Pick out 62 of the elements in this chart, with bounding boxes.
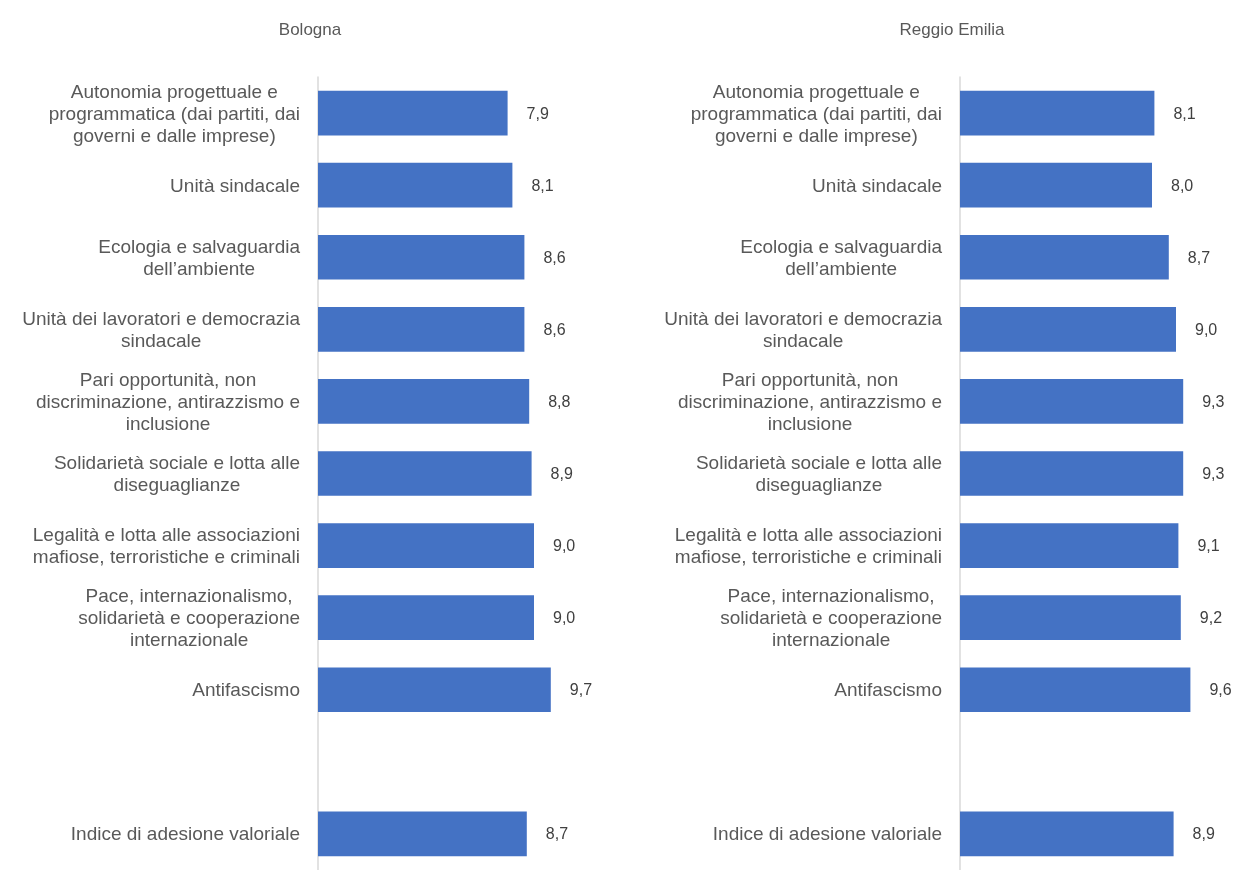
bar xyxy=(960,162,1152,208)
bar xyxy=(960,234,1169,280)
data-label: 9,2 xyxy=(1199,609,1223,627)
data-label: 9,3 xyxy=(1202,465,1225,482)
data-label: 9,0 xyxy=(553,537,576,555)
y-tick-label: Pari opportunità, non discriminazione, antirazzismo e inclusione xyxy=(678,368,943,434)
y-tick-label: Ecologia e salvaguardia dell’ambiente xyxy=(98,235,301,279)
y-tick-label: Indice di adesione valoriale xyxy=(712,823,943,845)
y-tick-label: Legalità e lotta alle associazioni mafiose, terroristiche e criminali xyxy=(674,524,942,568)
bar xyxy=(960,379,1184,424)
data-label: 7,9 xyxy=(526,104,549,122)
y-tick-label: Unità sindacale xyxy=(170,174,301,196)
bar xyxy=(318,667,551,713)
y-tick-label: Unità dei lavoratori e democrazia sindacale xyxy=(664,307,943,351)
y-tick-label: Indice di adesione valoriale xyxy=(70,823,301,845)
data-label: 8,8 xyxy=(548,392,571,410)
bar xyxy=(318,162,513,208)
y-tick-label: Unità dei lavoratori e democrazia sindacale xyxy=(22,307,301,351)
data-label: 9,3 xyxy=(1202,392,1225,410)
bar xyxy=(318,234,525,280)
y-tick-label: Antifascismo xyxy=(192,679,300,701)
bar xyxy=(318,90,508,136)
bar xyxy=(318,451,532,496)
data-label: 8,6 xyxy=(543,248,566,266)
bar xyxy=(318,595,534,641)
bar xyxy=(318,306,525,352)
bar xyxy=(960,523,1179,568)
y-tick-label: Antifascismo xyxy=(834,679,942,701)
bar xyxy=(960,595,1181,641)
bar xyxy=(960,667,1191,713)
bar xyxy=(318,379,530,424)
data-label: 8,6 xyxy=(543,320,566,338)
y-tick-label: Pari opportunità, non discriminazione, antirazzismo e inclusione xyxy=(36,368,301,434)
y-tick-label: Ecologia e salvaguardia dell’ambiente xyxy=(740,235,943,279)
y-tick-label: Autonomia progettuale e programmatica (dai partiti, dai governi e dalle imprese) xyxy=(48,80,300,146)
chart-title: Reggio Emilia xyxy=(899,20,1005,39)
data-label: 8,9 xyxy=(550,465,573,482)
y-tick-label: Pace, internazionalismo, solidarietà e cooperazione internazionale xyxy=(78,585,300,651)
bar xyxy=(960,451,1184,496)
data-label: 9,0 xyxy=(553,609,576,627)
bar xyxy=(960,306,1176,352)
y-tick-label: Solidarietà sociale e lotta alle diseguaglianze xyxy=(53,452,300,495)
y-tick-label: Solidarietà sociale e lotta alle diseguaglianze xyxy=(695,452,942,495)
data-label: 8,0 xyxy=(1171,176,1194,194)
data-label: 9,0 xyxy=(1195,320,1218,338)
y-tick-label: Unità sindacale xyxy=(812,174,943,196)
bar xyxy=(960,90,1155,136)
data-label: 8,9 xyxy=(1192,825,1215,843)
data-label: 9,7 xyxy=(569,681,593,699)
y-tick-label: Pace, internazionalismo, solidarietà e cooperazione internazionale xyxy=(720,585,942,651)
data-label: 8,7 xyxy=(545,825,569,843)
bar xyxy=(318,523,534,568)
data-label: 9,1 xyxy=(1197,537,1220,555)
y-tick-label: Autonomia progettuale e programmatica (dai partiti, dai governi e dalle imprese) xyxy=(690,80,942,146)
data-label: 8,1 xyxy=(1173,104,1196,122)
data-label: 8,7 xyxy=(1187,248,1211,266)
y-tick-label: Legalità e lotta alle associazioni mafiose, terroristiche e criminali xyxy=(32,524,300,568)
bar xyxy=(960,811,1174,857)
chart-title: Bologna xyxy=(278,20,342,39)
data-label: 9,6 xyxy=(1209,681,1232,699)
data-label: 8,1 xyxy=(531,176,554,194)
bar xyxy=(318,811,527,857)
